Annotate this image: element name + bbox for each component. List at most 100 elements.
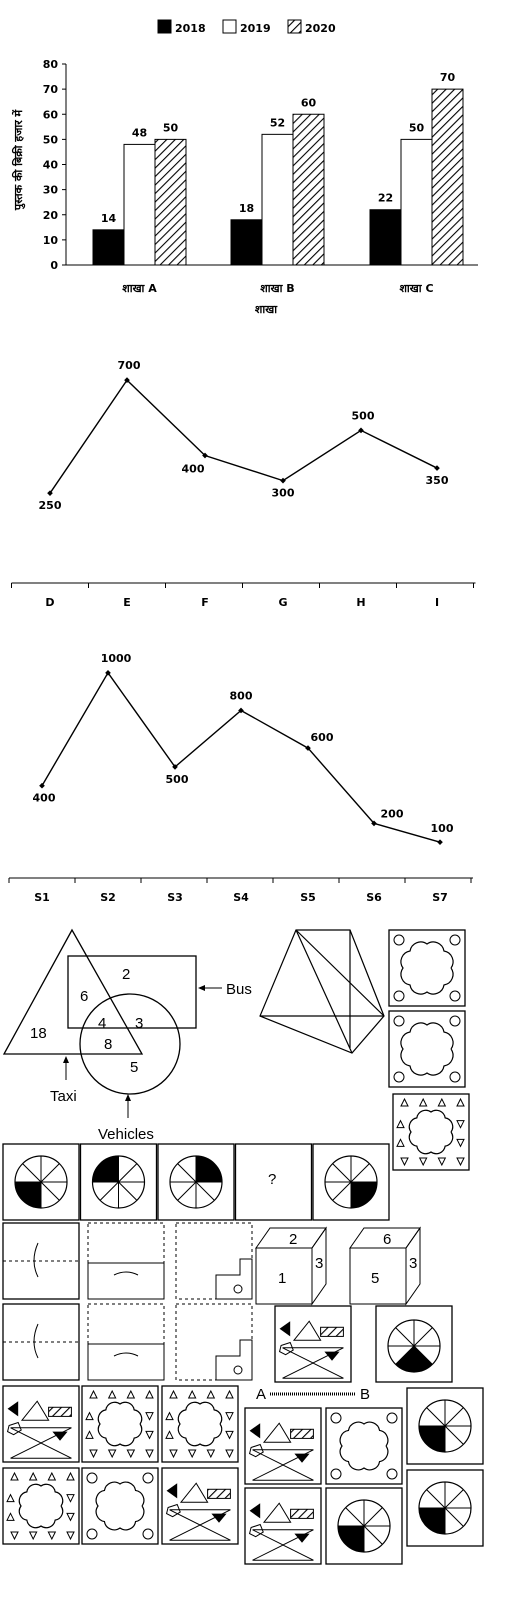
x-category-label: H: [356, 596, 365, 609]
x-category-label: S1: [34, 891, 50, 904]
small-triangle: [145, 1412, 154, 1421]
die-side: [405, 1226, 421, 1306]
corner-circle: [449, 1015, 461, 1027]
mirror-label-b: B: [360, 1386, 370, 1403]
x-category-label: S3: [167, 891, 183, 904]
chart-legend: 2018 2019 2020: [157, 19, 336, 35]
bar-value-label: 60: [301, 96, 317, 109]
punch-hole: [233, 1284, 243, 1294]
punch-hole: [233, 1365, 243, 1375]
data-label: 800: [230, 689, 253, 702]
dice-face-value: 2: [289, 1231, 297, 1248]
venn-region: 8: [104, 1036, 112, 1053]
figure-box: [388, 1010, 466, 1088]
arrow-triangle-figure: [248, 1422, 314, 1481]
corner-circle: [142, 1472, 154, 1484]
data-label: 500: [352, 409, 375, 422]
corner-circle: [393, 934, 405, 946]
x-category-label: शाखा C: [399, 282, 433, 295]
dice-face-value: 1: [278, 1270, 286, 1287]
flower-shape: [339, 1421, 389, 1471]
figure-box: [79, 1143, 158, 1221]
missing-figure-mark: ?: [268, 1171, 276, 1188]
y-axis-label: पुस्तक की बिक्री हजार में: [11, 109, 26, 211]
small-triangle: [28, 1471, 38, 1481]
small-triangle: [107, 1389, 117, 1399]
figure-box: [392, 1093, 470, 1171]
x-category-label: S4: [233, 891, 249, 904]
paper-fold-box: [87, 1262, 165, 1300]
data-label: 200: [381, 807, 404, 820]
figure-box: [81, 1385, 159, 1463]
figure-box: [244, 1487, 322, 1565]
small-triangle: [418, 1097, 428, 1107]
small-triangle: [89, 1389, 98, 1399]
corner-circle: [393, 1071, 405, 1083]
venn-region: 2: [122, 966, 130, 983]
small-triangle: [396, 1119, 405, 1129]
bar-value-label: 70: [440, 71, 456, 84]
small-triangle: [126, 1389, 136, 1399]
venn-region: 18: [30, 1025, 47, 1042]
legend-label: 2018: [175, 22, 206, 35]
pie-wheel: [418, 1399, 472, 1453]
bar: [431, 88, 464, 266]
arrow-triangle-figure: [6, 1400, 72, 1459]
corner-circle: [386, 1468, 398, 1480]
figure-box: [325, 1407, 403, 1485]
x-category-label: शाखा A: [122, 282, 157, 295]
legend-swatch: [287, 19, 302, 34]
bar-value-label: 14: [101, 212, 117, 225]
small-triangle: [66, 1471, 75, 1481]
data-label: 350: [426, 474, 449, 487]
figure-box: [161, 1467, 239, 1545]
x-category-label: S7: [432, 891, 448, 904]
corner-circle: [86, 1528, 98, 1540]
figure-box: [406, 1387, 484, 1465]
small-triangle: [456, 1138, 465, 1148]
figure-box: [274, 1305, 352, 1383]
data-point: [280, 477, 286, 484]
corner-circle: [449, 990, 461, 1002]
triangle-figure: [259, 929, 385, 1054]
bar-value-label: 52: [270, 116, 285, 129]
corner-circle: [393, 990, 405, 1002]
arrow-triangle-figure: [165, 1482, 231, 1541]
figure-box: [375, 1305, 453, 1383]
venn-region: 6: [80, 988, 88, 1005]
corner-circle: [449, 1071, 461, 1083]
small-triangle: [66, 1531, 75, 1541]
small-triangle: [126, 1449, 136, 1459]
bar: [154, 138, 187, 266]
bar: [292, 113, 325, 266]
data-point: [305, 745, 311, 751]
small-triangle: [400, 1097, 409, 1107]
bar-value-label: 50: [409, 121, 425, 134]
figure-box: [2, 1385, 80, 1463]
figure-box: [161, 1385, 239, 1463]
corner-circle: [386, 1412, 398, 1424]
small-triangle: [85, 1411, 94, 1421]
x-category-label: S2: [100, 891, 116, 904]
mirror-label-a: A: [256, 1386, 266, 1403]
data-label: 100: [431, 822, 454, 835]
small-triangle: [47, 1531, 57, 1541]
data-label: 400: [33, 792, 56, 805]
small-triangle: [187, 1389, 197, 1399]
small-triangle: [225, 1449, 234, 1459]
data-point: [434, 465, 440, 471]
small-triangle: [28, 1531, 38, 1541]
x-category-label: F: [201, 596, 209, 609]
puzzle-figures: 6 2 4 3 18 8 5 Bus Taxi Vehicles ? 2 1 3…: [2, 928, 484, 1565]
small-triangle: [6, 1493, 15, 1503]
dice-face-value: 3: [315, 1255, 323, 1272]
venn-region: 4: [98, 1015, 106, 1032]
figure-box: [388, 929, 466, 1007]
bar: [261, 133, 294, 266]
data-point: [202, 452, 208, 459]
y-tick-label: 60: [43, 108, 59, 121]
small-triangle: [418, 1157, 428, 1167]
bus-label: Bus: [226, 981, 252, 998]
bar: [123, 143, 156, 266]
figure-box: [234, 1143, 313, 1221]
